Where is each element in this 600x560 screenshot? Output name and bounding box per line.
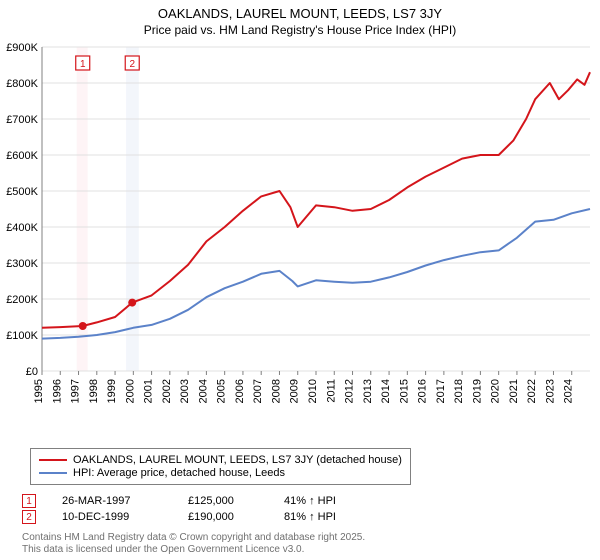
sale-row: 2 10-DEC-1999 £190,000 81% ↑ HPI: [22, 510, 364, 524]
x-axis-label: 2004: [197, 379, 209, 403]
x-axis-label: 2008: [270, 379, 282, 403]
sale-point-dot: [128, 298, 136, 306]
chart-title: OAKLANDS, LAUREL MOUNT, LEEDS, LS7 3JY: [0, 0, 600, 23]
y-axis-label: £200K: [6, 294, 38, 306]
chart-area: £0 £100K £200K £300K £400K £500K £600K £700K £80…: [0, 41, 600, 411]
sale-point-dot: [79, 322, 87, 330]
sale-marker: 1: [22, 494, 36, 508]
footer-line-1: Contains HM Land Registry data © Crown c…: [22, 532, 590, 544]
x-axis-label: 2017: [435, 379, 447, 403]
series-hpi: [42, 209, 590, 339]
y-axis-label: £900K: [6, 42, 38, 54]
series-property: [42, 72, 590, 328]
y-axis-label: £0: [26, 366, 38, 378]
x-axis-label: 2010: [307, 379, 319, 403]
y-axis-label: £700K: [6, 114, 38, 126]
sale-price: £125,000: [188, 495, 258, 507]
sales-table: 1 26-MAR-1997 £125,000 41% ↑ HPI 2 10-DEC-199…: [22, 492, 364, 526]
x-axis-label: 2016: [417, 379, 429, 403]
legend-item: OAKLANDS, LAUREL MOUNT, LEEDS, LS7 3JY (…: [39, 454, 402, 466]
x-axis-label: 2015: [398, 379, 410, 403]
footer-line-2: This data is licensed under the Open Gov…: [22, 544, 590, 556]
legend-item: HPI: Average price, detached house, Leed…: [39, 467, 402, 479]
y-axis-label: £600K: [6, 150, 38, 162]
x-axis-label: 1995: [33, 379, 45, 403]
sale-marker-number: 1: [80, 59, 86, 70]
x-axis-label: 2014: [380, 379, 392, 403]
x-axis-label: 2006: [234, 379, 246, 403]
line-chart: £0 £100K £200K £300K £400K £500K £600K £700K £80…: [0, 41, 600, 411]
x-axis-label: 2007: [252, 379, 264, 403]
sale-marker: 2: [22, 510, 36, 524]
sale-hpi: 81% ↑ HPI: [284, 511, 364, 523]
x-axis-label: 2018: [453, 379, 465, 403]
y-axis-label: £500K: [6, 186, 38, 198]
sale-date: 26-MAR-1997: [62, 495, 162, 507]
x-axis-label: 2020: [490, 379, 502, 403]
x-axis-label: 2024: [563, 379, 575, 403]
x-axis-label: 1997: [70, 379, 82, 403]
x-axis-label: 2009: [289, 379, 301, 403]
x-axis-label: 1999: [106, 379, 118, 403]
legend: OAKLANDS, LAUREL MOUNT, LEEDS, LS7 3JY (…: [30, 448, 411, 485]
sale-row: 1 26-MAR-1997 £125,000 41% ↑ HPI: [22, 494, 364, 508]
x-axis-label: 2001: [143, 379, 155, 403]
legend-label: HPI: Average price, detached house, Leed…: [73, 467, 285, 479]
legend-swatch: [39, 472, 67, 474]
y-axis-label: £300K: [6, 258, 38, 270]
y-axis-label: £400K: [6, 222, 38, 234]
x-axis-label: 2011: [325, 379, 337, 403]
x-axis-label: 2000: [124, 379, 136, 403]
x-axis-label: 2021: [508, 379, 520, 403]
sale-date: 10-DEC-1999: [62, 511, 162, 523]
x-axis-label: 2003: [179, 379, 191, 403]
x-axis-label: 2019: [471, 379, 483, 403]
highlight-band: [126, 47, 139, 371]
legend-swatch: [39, 459, 67, 461]
x-axis-label: 1998: [88, 379, 100, 403]
x-axis-label: 2023: [544, 379, 556, 403]
chart-subtitle: Price paid vs. HM Land Registry's House …: [0, 23, 600, 41]
sale-price: £190,000: [188, 511, 258, 523]
y-axis-label: £100K: [6, 330, 38, 342]
x-axis-label: 2013: [362, 379, 374, 403]
x-axis-label: 1996: [51, 379, 63, 403]
sale-hpi: 41% ↑ HPI: [284, 495, 364, 507]
x-axis-label: 2005: [216, 379, 228, 403]
x-axis-label: 2002: [161, 379, 173, 403]
x-axis-label: 2022: [526, 379, 538, 403]
footer-attribution: Contains HM Land Registry data © Crown c…: [22, 532, 590, 556]
x-axis-label: 2012: [344, 379, 356, 403]
legend-label: OAKLANDS, LAUREL MOUNT, LEEDS, LS7 3JY (…: [73, 454, 402, 466]
y-axis-label: £800K: [6, 78, 38, 90]
sale-marker-number: 2: [129, 59, 135, 70]
